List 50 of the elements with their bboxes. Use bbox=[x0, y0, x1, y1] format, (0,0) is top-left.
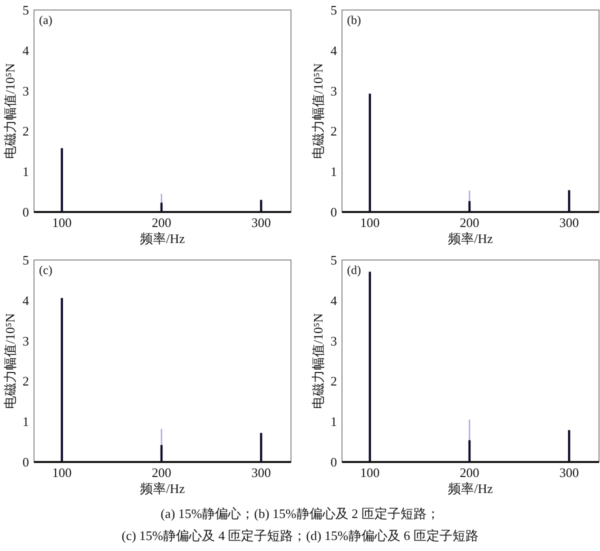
x-tick-label: 100 bbox=[360, 465, 380, 480]
y-tick-label: 3 bbox=[330, 333, 337, 348]
y-tick-label: 2 bbox=[330, 124, 337, 139]
x-tick-label: 200 bbox=[460, 465, 480, 480]
y-tick-label: 1 bbox=[22, 164, 29, 180]
x-tick-label: 300 bbox=[251, 215, 271, 230]
y-tick-label: 5 bbox=[22, 252, 29, 268]
y-tick-label: 2 bbox=[330, 374, 337, 389]
y-tick-label: 3 bbox=[22, 333, 29, 348]
x-axis-title: 频率/Hz bbox=[448, 231, 494, 246]
x-tick-label: 200 bbox=[460, 215, 480, 230]
chart-title: (a) bbox=[39, 13, 52, 27]
y-axis-title: 电磁力幅值/10⁵N bbox=[2, 312, 18, 409]
y-tick-label: 4 bbox=[22, 42, 30, 58]
x-tick-label: 300 bbox=[559, 215, 579, 230]
y-tick-label: 1 bbox=[330, 164, 337, 180]
y-tick-label: 2 bbox=[22, 124, 29, 139]
chart-title: (b) bbox=[347, 13, 361, 27]
x-tick-label: 300 bbox=[251, 465, 271, 480]
x-tick-label: 100 bbox=[52, 215, 72, 230]
y-tick-label: 1 bbox=[330, 414, 337, 430]
y-tick-label: 4 bbox=[330, 292, 338, 308]
y-tick-label: 0 bbox=[22, 454, 29, 470]
chart-title: (c) bbox=[39, 263, 52, 277]
y-tick-label: 3 bbox=[330, 83, 337, 98]
chart-title: (d) bbox=[347, 263, 361, 277]
x-tick-label: 100 bbox=[360, 215, 380, 230]
y-axis-title: 电磁力幅值/10⁵N bbox=[310, 62, 326, 159]
text: (c) 15%静偏心及 4 匝定子短路；(d) 15%静偏心及 6 匝定子短路 bbox=[122, 528, 478, 543]
y-axis-title: 电磁力幅值/10⁵N bbox=[310, 312, 326, 409]
x-tick-label: 100 bbox=[52, 465, 72, 480]
y-tick-label: 5 bbox=[330, 252, 337, 268]
y-tick-label: 0 bbox=[22, 204, 29, 220]
y-tick-label: 4 bbox=[22, 292, 30, 308]
y-tick-label: 5 bbox=[330, 2, 337, 18]
x-axis-title: 频率/Hz bbox=[140, 481, 186, 496]
y-tick-label: 2 bbox=[22, 374, 29, 389]
text: (a) 15%静偏心；(b) 15%静偏心及 2 匝定子短路； bbox=[160, 506, 440, 521]
y-tick-label: 0 bbox=[330, 454, 337, 470]
x-tick-label: 300 bbox=[559, 465, 579, 480]
x-axis-title: 频率/Hz bbox=[448, 481, 494, 496]
x-tick-label: 200 bbox=[152, 215, 172, 230]
x-tick-label: 200 bbox=[152, 465, 172, 480]
y-tick-label: 5 bbox=[22, 2, 29, 18]
y-tick-label: 0 bbox=[330, 204, 337, 220]
y-axis-title: 电磁力幅值/10⁵N bbox=[2, 62, 18, 159]
y-tick-label: 3 bbox=[22, 83, 29, 98]
y-tick-label: 1 bbox=[22, 414, 29, 430]
x-axis-title: 频率/Hz bbox=[140, 231, 186, 246]
y-tick-label: 4 bbox=[330, 42, 338, 58]
